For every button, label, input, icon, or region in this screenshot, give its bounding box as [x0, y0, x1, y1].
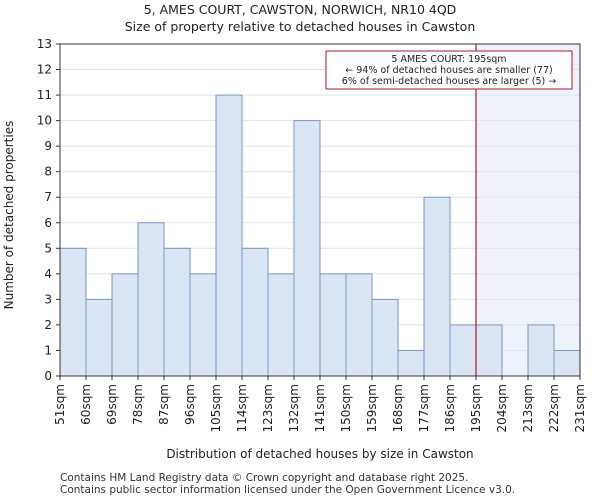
y-tick-label: 3 [44, 292, 52, 306]
histogram-bar [137, 222, 165, 377]
y-tick-label: 5 [44, 241, 52, 255]
y-tick-label: 12 [37, 63, 52, 77]
x-tick-label: 114sqm [235, 384, 249, 432]
y-tick-label: 0 [44, 369, 52, 383]
x-tick-label: 69sqm [105, 384, 119, 425]
y-tick-label: 1 [44, 343, 52, 357]
y-tick-label: 10 [37, 114, 52, 128]
x-tick-label: 204sqm [495, 384, 509, 432]
highlight-region [476, 44, 580, 376]
annotation-line: 5 AMES COURT: 195sqm [391, 54, 506, 65]
x-tick-label: 213sqm [521, 384, 535, 432]
histogram-bar [345, 273, 373, 377]
footer-copyright: Contains HM Land Registry data © Crown c… [60, 472, 469, 484]
x-tick-label: 186sqm [443, 384, 457, 432]
y-tick-label: 13 [37, 37, 52, 51]
histogram-bar [163, 247, 191, 377]
x-tick-label: 105sqm [209, 384, 223, 432]
histogram-bar [449, 324, 477, 377]
histogram-bar [189, 273, 217, 377]
x-tick-label: 87sqm [157, 384, 171, 425]
x-tick-label: 51sqm [53, 384, 67, 425]
histogram-bar [59, 247, 87, 377]
x-tick-label: 150sqm [339, 384, 353, 432]
histogram-bar [319, 273, 347, 377]
x-axis-label: Distribution of detached houses by size … [166, 447, 473, 461]
x-tick-label: 123sqm [261, 384, 275, 432]
histogram-bar [527, 324, 555, 377]
histogram-bar [85, 298, 113, 377]
histogram-bar [423, 196, 451, 377]
y-tick-label: 6 [44, 216, 52, 230]
annotation-line: ← 94% of detached houses are smaller (77… [345, 65, 552, 76]
y-axis-label: Number of detached properties [2, 121, 16, 310]
histogram-bar [397, 349, 425, 377]
x-tick-label: 60sqm [79, 384, 93, 425]
histogram-bar [215, 94, 243, 377]
y-tick-label: 8 [44, 165, 52, 179]
histogram-bar [371, 298, 399, 377]
x-tick-label: 168sqm [391, 384, 405, 432]
footer-licence: Contains public sector information licen… [60, 484, 516, 496]
x-tick-label: 132sqm [287, 384, 301, 432]
y-tick-label: 9 [44, 139, 52, 153]
annotation-box [325, 50, 573, 90]
x-tick-label: 222sqm [547, 384, 561, 432]
x-tick-label: 195sqm [469, 384, 483, 432]
x-tick-label: 177sqm [417, 384, 431, 432]
x-tick-label: 141sqm [313, 384, 327, 432]
x-tick-label: 96sqm [183, 384, 197, 425]
x-tick-label: 231sqm [573, 384, 587, 432]
histogram-bar [241, 247, 269, 377]
y-tick-label: 11 [37, 88, 52, 102]
y-tick-label: 7 [44, 190, 52, 204]
x-tick-label: 78sqm [131, 384, 145, 425]
histogram-bar [111, 273, 139, 377]
y-tick-label: 2 [44, 318, 52, 332]
histogram-bar [267, 273, 295, 377]
histogram-bar [553, 349, 581, 377]
histogram-bar [293, 120, 321, 377]
chart-title: 5, AMES COURT, CAWSTON, NORWICH, NR10 4Q… [143, 2, 457, 17]
annotation-line: 6% of semi-detached houses are larger (5… [342, 76, 556, 87]
y-tick-label: 4 [44, 267, 52, 281]
histogram-bar [475, 324, 503, 377]
x-tick-label: 159sqm [365, 384, 379, 432]
chart-subtitle: Size of property relative to detached ho… [124, 19, 476, 34]
